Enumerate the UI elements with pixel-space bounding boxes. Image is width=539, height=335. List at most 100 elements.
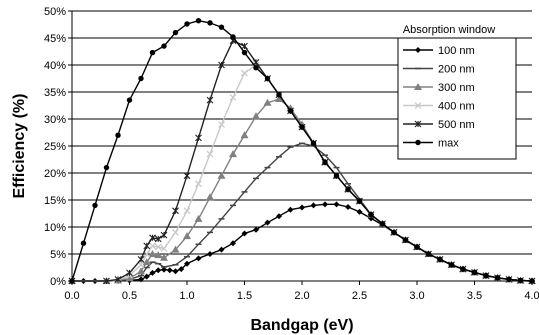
data-point <box>287 206 294 213</box>
data-point <box>264 219 271 226</box>
legend-swatch-marker <box>415 139 421 146</box>
data-point <box>253 226 259 233</box>
data-point <box>333 201 340 208</box>
data-point <box>241 230 248 237</box>
data-point <box>276 92 282 98</box>
data-point <box>275 95 283 103</box>
data-point <box>160 231 168 239</box>
y-tick-label: 25% <box>44 141 66 153</box>
data-point <box>138 75 144 82</box>
y-tick-label: 15% <box>44 195 66 207</box>
data-point <box>171 245 180 253</box>
data-point <box>161 43 167 49</box>
legend-label: max <box>438 138 459 150</box>
data-point <box>195 255 202 262</box>
x-tick-label: 4.0 <box>524 290 539 302</box>
data-point <box>206 96 214 104</box>
y-tick-labels: 0% 5% 10% 15% 20% 25% 30% 35% 40% 45% 50% <box>44 6 66 288</box>
data-point <box>217 171 226 179</box>
data-point <box>483 272 489 279</box>
legend-item: 500 nm <box>403 119 475 131</box>
y-tick-label: 35% <box>44 87 66 99</box>
data-point <box>299 204 305 211</box>
data-point <box>206 193 214 201</box>
data-point <box>69 278 75 284</box>
data-point <box>252 112 260 120</box>
x-tick-label: 0.0 <box>64 290 79 302</box>
data-point <box>322 159 328 165</box>
data-point <box>183 232 191 240</box>
data-point <box>229 150 237 158</box>
data-point <box>241 42 248 50</box>
legend-items: 100 nm 200 nm 300 nm 400 nm 500 nm max <box>403 45 475 150</box>
data-point <box>310 140 317 146</box>
data-point <box>137 256 145 263</box>
data-point <box>125 274 134 282</box>
legend-swatch-marker <box>414 83 422 90</box>
data-point <box>172 29 179 36</box>
data-point <box>195 18 202 24</box>
x-tick-label: 3.0 <box>409 290 424 302</box>
legend-label: 500 nm <box>438 119 475 131</box>
data-point <box>103 277 110 285</box>
data-point <box>448 262 455 268</box>
data-point <box>148 250 157 257</box>
data-point <box>114 275 122 283</box>
y-axis-title: Efficiency (%) <box>11 94 28 199</box>
data-point <box>183 172 191 180</box>
data-point <box>142 258 151 266</box>
data-point <box>310 202 317 209</box>
x-tick-label: 2.0 <box>294 290 309 302</box>
legend-title: Absorption window <box>403 24 495 36</box>
data-point <box>172 207 179 215</box>
data-point <box>345 186 351 192</box>
data-point <box>149 242 156 250</box>
x-tick-label: 1.0 <box>179 290 194 302</box>
data-point <box>517 277 524 284</box>
data-point <box>391 229 397 236</box>
data-point <box>207 251 213 257</box>
legend-item: 200 nm <box>403 64 475 76</box>
data-point <box>154 251 163 259</box>
data-point <box>229 93 237 101</box>
data-point <box>149 234 156 242</box>
data-point <box>154 235 162 243</box>
data-point <box>166 267 173 274</box>
y-tick-label: 50% <box>44 6 66 18</box>
data-point <box>155 267 162 274</box>
x-tick-label: 3.5 <box>467 290 482 302</box>
data-point <box>138 276 144 283</box>
data-point <box>80 240 87 246</box>
legend-item: max <box>403 138 459 150</box>
y-tick-label: 0% <box>50 276 66 288</box>
legend: Absorption window 100 nm 200 nm 300 nm 400 … <box>397 24 517 160</box>
legend-item: 100 nm <box>403 45 475 57</box>
data-point <box>154 243 162 251</box>
data-point <box>172 228 179 236</box>
data-point <box>195 180 202 188</box>
x-axis-title: Bandgap (eV) <box>250 317 353 334</box>
data-point <box>322 201 328 208</box>
legend-item: 300 nm <box>403 82 475 94</box>
data-point <box>160 245 168 253</box>
data-point <box>263 98 272 106</box>
data-point <box>149 49 156 56</box>
data-point <box>184 21 190 27</box>
data-point <box>264 75 271 82</box>
data-point <box>218 246 225 253</box>
data-point <box>276 213 282 220</box>
y-tick-label: 10% <box>44 222 66 234</box>
data-point <box>218 120 225 128</box>
data-point <box>494 275 501 281</box>
y-tick-label: 45% <box>44 33 66 45</box>
y-tick-label: 30% <box>44 114 66 126</box>
data-point <box>126 269 133 277</box>
data-point <box>241 69 248 77</box>
data-point <box>230 34 236 40</box>
x-tick-label: 1.5 <box>237 290 252 302</box>
legend-label: 100 nm <box>438 45 475 57</box>
data-point <box>218 61 225 69</box>
data-point <box>299 124 305 130</box>
data-point <box>137 267 145 275</box>
